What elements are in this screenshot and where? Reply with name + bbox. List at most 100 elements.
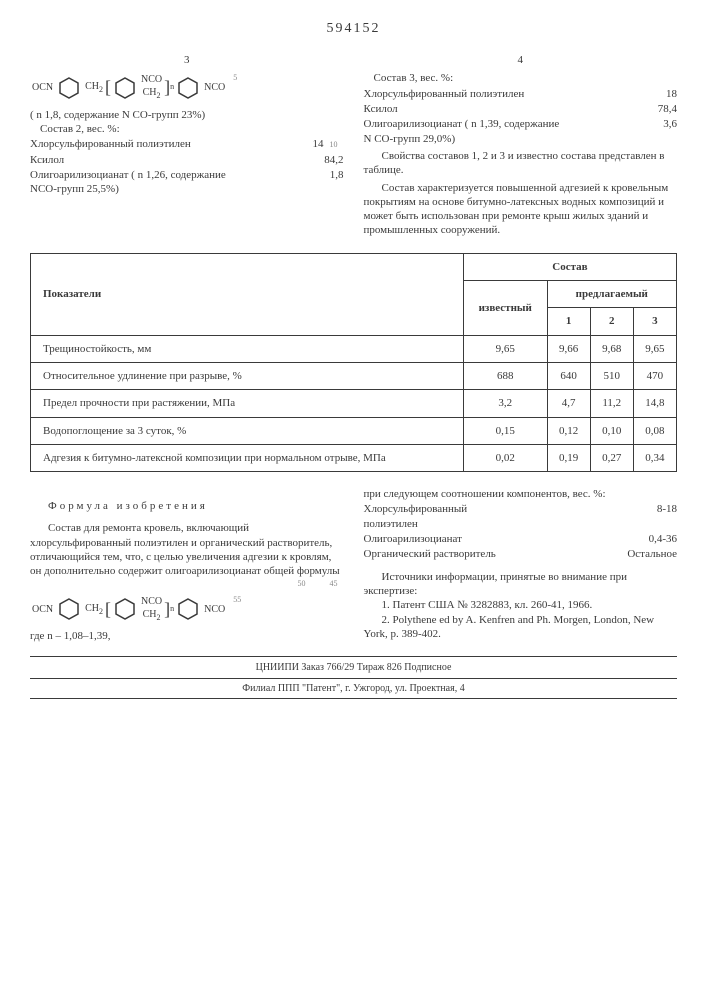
comp-value: 84,2 — [324, 153, 343, 167]
comp-label: Хлорсульфированный полиэтилен — [364, 87, 525, 101]
nco-label: NCO — [204, 603, 225, 616]
cell-v3: 0,08 — [633, 417, 676, 444]
th-indicator: Показатели — [31, 253, 464, 335]
properties-table: Показатели Состав известный предлагаемый… — [30, 253, 677, 472]
benzene-icon — [57, 597, 81, 621]
comp-value: 3,6 — [663, 117, 677, 146]
table-row: Трещиностойкость, мм9,659,669,689,65 — [31, 335, 677, 362]
th-col3: 3 — [633, 308, 676, 335]
cell-v2: 0,10 — [590, 417, 633, 444]
composition-row: Ксилол 78,4 — [364, 102, 678, 116]
ch2-label: CH2 — [85, 602, 103, 617]
ch2-label: CH2 — [143, 608, 161, 623]
comp-value: 18 — [666, 87, 677, 101]
th-proposed: предлагаемый — [547, 281, 676, 308]
cell-known: 3,2 — [463, 390, 547, 417]
composition-row: Хлорсульфированный полиэтилен 1410 — [30, 137, 344, 151]
footer-publisher: ЦНИИПИ Заказ 766/29 Тираж 826 Подписное — [30, 656, 677, 679]
claims-right: при следующем соотношении компонентов, в… — [364, 487, 678, 644]
cell-known: 9,65 — [463, 335, 547, 362]
table-row: Водопоглощение за 3 суток, %0,150,120,10… — [31, 417, 677, 444]
composition-row: Олигоарилизоцианат ( n 1,39, содержание … — [364, 117, 678, 146]
nco-label: NCO — [141, 73, 162, 86]
cell-v1: 0,19 — [547, 444, 590, 471]
composition-row: Хлорсульфированный полиэтилен 8-18 — [364, 502, 678, 531]
comp-value: 1410 — [313, 137, 344, 151]
comp-value: Остальное — [627, 547, 677, 561]
chemical-structure-2: OCN CH2 [ NCO CH2 ]n NCO 55 — [30, 595, 344, 623]
line-number: 5 — [233, 73, 237, 83]
comp-value: 78,4 — [658, 102, 677, 116]
composition-row: Хлорсульфированный полиэтилен 18 — [364, 87, 678, 101]
cell-v2: 510 — [590, 362, 633, 389]
comp-value: 0,4-36 — [649, 532, 677, 546]
claims-left: Формула изобретения Состав для ремонта к… — [30, 487, 344, 644]
th-col2: 2 — [590, 308, 633, 335]
comp-label: Хлорсульфированный полиэтилен — [30, 137, 191, 151]
comp-label: Органический растворитель — [364, 547, 496, 561]
composition-3-title: Состав 3, вес. %: — [364, 71, 678, 85]
nco-label: NCO — [204, 81, 225, 94]
th-known: известный — [463, 281, 547, 336]
benzene-icon — [113, 597, 137, 621]
row-label: Водопоглощение за 3 суток, % — [31, 417, 464, 444]
line-number: 45 — [312, 579, 338, 589]
cell-known: 0,15 — [463, 417, 547, 444]
comp-label: Олигоарилизоцианат ( n 1,26, содержание … — [30, 168, 230, 197]
composition-row: Ксилол 84,2 — [30, 153, 344, 167]
comp-label: Олигоарилизоцианат — [364, 532, 462, 546]
table-row: Адгезия к битумно-латексной композиции п… — [31, 444, 677, 471]
th-composition: Состав — [463, 253, 676, 280]
comp-label: Олигоарилизоцианат ( n 1,39, содержание … — [364, 117, 564, 146]
ocn-label: OCN — [32, 81, 53, 94]
cell-v1: 640 — [547, 362, 590, 389]
claim-text: Состав для ремонта кровель, включающий х… — [30, 521, 344, 578]
footer-address: Филиал ППП "Патент", г. Ужгород, ул. Про… — [30, 679, 677, 699]
cell-v3: 14,8 — [633, 390, 676, 417]
composition-row: Органический растворитель Остальное — [364, 547, 678, 561]
top-columns: 3 OCN CH2 [ NCO CH2 ]n NCO 5 ( n 1,8, со… — [30, 53, 677, 238]
cell-v3: 470 — [633, 362, 676, 389]
cell-v3: 9,65 — [633, 335, 676, 362]
characteristics-para: Состав характеризуется повышенной адгези… — [364, 181, 678, 238]
comp-value: 1,8 — [330, 168, 344, 197]
benzene-icon — [113, 76, 137, 100]
properties-para: Свойства составов 1, 2 и 3 и известно со… — [364, 149, 678, 178]
ch2-label: CH2 — [85, 80, 103, 95]
ocn-label: OCN — [32, 603, 53, 616]
where-n: где n – 1,08–1,39, — [30, 629, 344, 643]
composition-2-title: Состав 2, вес. %: — [30, 122, 344, 136]
table-row: Относительное удлинение при разрыве, %68… — [31, 362, 677, 389]
source-item: 2. Polythene ed by A. Kenfren and Ph. Mo… — [364, 613, 678, 642]
comp-value: 8-18 — [657, 502, 677, 531]
nco-label: NCO — [141, 595, 162, 608]
row-label: Адгезия к битумно-латексной композиции п… — [31, 444, 464, 471]
ratio-intro: при следующем соотношении компонентов, в… — [364, 487, 678, 501]
line-number: 50 — [36, 579, 338, 589]
source-item: 1. Патент США № 3282883, кл. 260-41, 196… — [364, 598, 678, 612]
comp-label: Ксилол — [364, 102, 398, 116]
comp-label: Ксилол — [30, 153, 64, 167]
cell-v1: 9,66 — [547, 335, 590, 362]
comp-label: Хлорсульфированный полиэтилен — [364, 502, 524, 531]
cell-v2: 11,2 — [590, 390, 633, 417]
ch2-label: CH2 — [143, 86, 161, 101]
cell-v3: 0,34 — [633, 444, 676, 471]
n-subscript: n — [170, 82, 174, 92]
col-num-left: 3 — [30, 53, 344, 67]
sources-title: Источники информации, принятые во вниман… — [364, 570, 678, 599]
cell-v1: 0,12 — [547, 417, 590, 444]
benzene-icon — [57, 76, 81, 100]
benzene-icon — [176, 597, 200, 621]
row-label: Относительное удлинение при разрыве, % — [31, 362, 464, 389]
row-label: Трещиностойкость, мм — [31, 335, 464, 362]
cell-v2: 0,27 — [590, 444, 633, 471]
cell-known: 688 — [463, 362, 547, 389]
chemical-structure-1: OCN CH2 [ NCO CH2 ]n NCO 5 — [30, 73, 344, 101]
row-label: Предел прочности при растяжении, МПа — [31, 390, 464, 417]
formula-title: Формула изобретения — [30, 499, 344, 513]
table-row: Предел прочности при растяжении, МПа3,24… — [31, 390, 677, 417]
claims-columns: Формула изобретения Состав для ремонта к… — [30, 487, 677, 644]
cell-v1: 4,7 — [547, 390, 590, 417]
th-col1: 1 — [547, 308, 590, 335]
